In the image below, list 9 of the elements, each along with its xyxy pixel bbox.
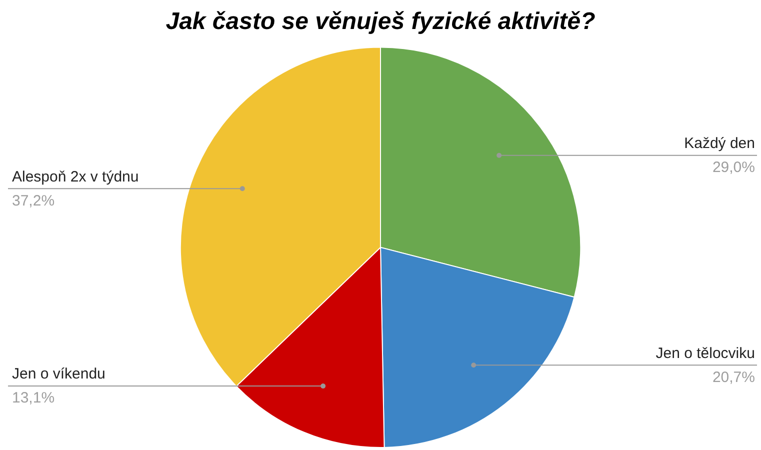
data-label: 37,2%: [12, 192, 55, 210]
chart-title: Jak často se věnuješ fyzické aktivitě?: [166, 8, 596, 36]
data-label: 13,1%: [12, 390, 55, 407]
slice-label: Každý den: [684, 135, 755, 152]
slice-label: Jen o tělocviku: [656, 344, 755, 362]
data-label: 20,7%: [712, 368, 755, 386]
slice-label: Jen o víkendu: [12, 366, 106, 383]
slice-label: Alespoň 2x v týdnu: [12, 168, 139, 186]
data-label: 29,0%: [712, 159, 755, 176]
